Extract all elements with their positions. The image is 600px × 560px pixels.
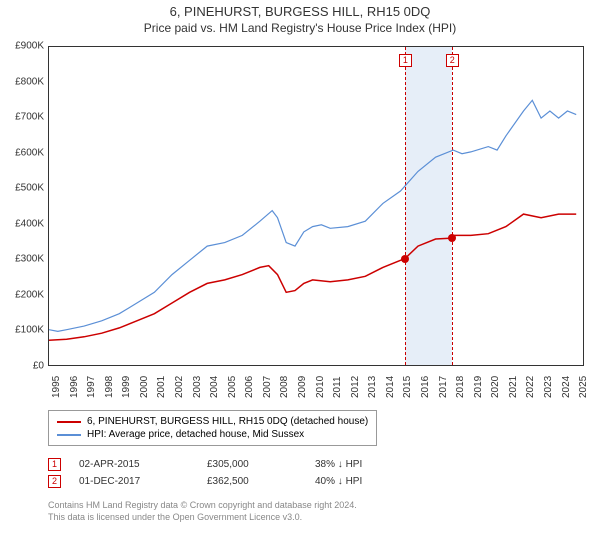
x-axis-tick-label: 2018 [455, 376, 466, 398]
footer-line-1: Contains HM Land Registry data © Crown c… [48, 500, 357, 512]
chart-plot-area: 1 2 [48, 46, 584, 366]
legend: 6, PINEHURST, BURGESS HILL, RH15 0DQ (de… [48, 410, 377, 446]
table-row: 2 01-DEC-2017 £362,500 40% ↓ HPI [48, 473, 395, 490]
x-axis-tick-label: 2004 [209, 376, 220, 398]
x-axis-tick-label: 2012 [350, 376, 361, 398]
x-axis-tick-label: 2013 [367, 376, 378, 398]
y-axis-tick-label: £200K [15, 289, 44, 300]
row-pct-1: 38% ↓ HPI [315, 459, 395, 470]
x-axis-tick-label: 2014 [385, 376, 396, 398]
row-price-2: £362,500 [207, 476, 297, 487]
x-axis-tick-label: 2020 [490, 376, 501, 398]
x-axis-tick-label: 2022 [525, 376, 536, 398]
x-axis-tick-label: 2023 [543, 376, 554, 398]
x-axis-tick-label: 2007 [262, 376, 273, 398]
transaction-dot-2 [448, 234, 456, 242]
x-axis-tick-label: 2001 [156, 376, 167, 398]
y-axis-tick-label: £500K [15, 183, 44, 194]
x-axis-tick-label: 2011 [332, 376, 343, 398]
x-axis-tick-label: 2017 [438, 376, 449, 398]
x-axis-tick-label: 2010 [315, 376, 326, 398]
x-axis-tick-label: 1998 [104, 376, 115, 398]
event-marker-1: 1 [399, 54, 412, 67]
series-property-line [49, 214, 576, 340]
x-axis-tick-label: 2025 [578, 376, 589, 398]
x-axis-tick-label: 2019 [473, 376, 484, 398]
legend-swatch-property [57, 421, 81, 423]
footer-line-2: This data is licensed under the Open Gov… [48, 512, 357, 524]
x-axis-tick-label: 2009 [297, 376, 308, 398]
series-hpi-line [49, 100, 576, 331]
x-axis-tick-label: 2021 [508, 376, 519, 398]
x-axis-tick-label: 2024 [561, 376, 572, 398]
row-marker-2: 2 [48, 475, 61, 488]
y-axis-tick-label: £600K [15, 147, 44, 158]
chart-subtitle: Price paid vs. HM Land Registry's House … [0, 19, 600, 41]
row-date-2: 01-DEC-2017 [79, 476, 189, 487]
footer-attribution: Contains HM Land Registry data © Crown c… [48, 500, 357, 523]
y-axis-tick-label: £100K [15, 325, 44, 336]
x-axis-tick-label: 2003 [192, 376, 203, 398]
x-axis-tick-label: 2008 [279, 376, 290, 398]
legend-label-hpi: HPI: Average price, detached house, Mid … [87, 429, 304, 440]
y-axis-tick-label: £900K [15, 41, 44, 52]
table-row: 1 02-APR-2015 £305,000 38% ↓ HPI [48, 456, 395, 473]
legend-swatch-hpi [57, 434, 81, 436]
y-axis-tick-label: £300K [15, 254, 44, 265]
y-axis-tick-label: £0 [33, 361, 44, 372]
x-axis-tick-label: 1999 [121, 376, 132, 398]
transactions-table: 1 02-APR-2015 £305,000 38% ↓ HPI 2 01-DE… [48, 456, 395, 490]
x-axis-tick-label: 2000 [139, 376, 150, 398]
event-marker-2: 2 [446, 54, 459, 67]
chart-title: 6, PINEHURST, BURGESS HILL, RH15 0DQ [0, 0, 600, 19]
x-axis-tick-label: 2015 [402, 376, 413, 398]
row-pct-2: 40% ↓ HPI [315, 476, 395, 487]
row-date-1: 02-APR-2015 [79, 459, 189, 470]
legend-row-property: 6, PINEHURST, BURGESS HILL, RH15 0DQ (de… [57, 415, 368, 428]
transaction-dot-1 [401, 255, 409, 263]
x-axis-tick-label: 2005 [227, 376, 238, 398]
x-axis-tick-label: 2002 [174, 376, 185, 398]
legend-row-hpi: HPI: Average price, detached house, Mid … [57, 428, 368, 441]
x-axis-tick-label: 2016 [420, 376, 431, 398]
x-axis-tick-label: 1996 [69, 376, 80, 398]
legend-label-property: 6, PINEHURST, BURGESS HILL, RH15 0DQ (de… [87, 416, 368, 427]
x-axis-tick-label: 1995 [51, 376, 62, 398]
chart-lines-svg [49, 47, 585, 367]
row-price-1: £305,000 [207, 459, 297, 470]
row-marker-1: 1 [48, 458, 61, 471]
x-axis-tick-label: 1997 [86, 376, 97, 398]
y-axis-tick-label: £700K [15, 112, 44, 123]
y-axis-tick-label: £800K [15, 76, 44, 87]
y-axis-tick-label: £400K [15, 218, 44, 229]
x-axis-tick-label: 2006 [244, 376, 255, 398]
